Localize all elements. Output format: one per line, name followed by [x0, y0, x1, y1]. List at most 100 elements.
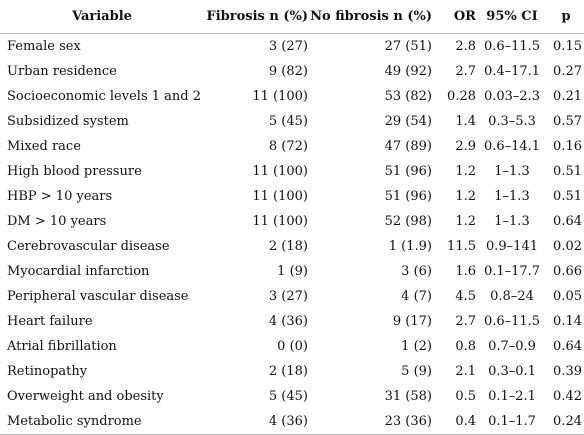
cell-p: 0.51: [553, 164, 582, 179]
table-row: Myocardial infarction 1 (9) 3 (6) 1.6 0.1–17…: [0, 259, 584, 284]
cell-ci: 0.9–141: [486, 239, 538, 254]
cell-fibrosis: 5 (45): [268, 389, 308, 404]
cell-or: 0.4: [455, 414, 476, 429]
cell-ci: 0.7–0.9: [488, 339, 536, 354]
cell-no-fibrosis: 4 (7): [401, 289, 432, 304]
cell-no-fibrosis: 53 (82): [384, 89, 432, 104]
cell-variable: Myocardial infarction: [7, 264, 150, 279]
cell-ci: 0.1–2.1: [488, 389, 536, 404]
table-header: Variable Fibrosis n (%) No fibrosis n (%…: [0, 0, 584, 34]
cell-fibrosis: 2 (18): [268, 364, 308, 379]
table-row: Metabolic syndrome 4 (36) 23 (36) 0.4 0.1–1.…: [0, 409, 584, 435]
table-row: Atrial fibrillation 0 (0) 1 (2) 0.8 0.7–0.9 0…: [0, 334, 584, 359]
cell-variable: Heart failure: [7, 314, 93, 329]
table-row: Retinopathy 2 (18) 5 (9) 2.1 0.3–0.1 0.39: [0, 359, 584, 384]
cell-ci: 0.6–14.1: [483, 139, 541, 154]
cell-variable: Cerebrovascular disease: [7, 239, 170, 254]
cell-ci: 0.3–5.3: [488, 114, 536, 129]
cell-fibrosis: 4 (36): [268, 414, 308, 429]
cell-p: 0.14: [553, 314, 582, 329]
cell-p: 0.64: [553, 214, 582, 229]
cell-no-fibrosis: 3 (6): [401, 264, 432, 279]
cell-or: 1.2: [455, 164, 476, 179]
cell-fibrosis: 3 (27): [268, 39, 308, 54]
cell-no-fibrosis: 27 (51): [384, 39, 432, 54]
table-row: Mixed race 8 (72) 47 (89) 2.9 0.6–14.1 0.16: [0, 134, 584, 159]
cell-or: 0.28: [447, 89, 476, 104]
cell-p: 0.02: [553, 239, 582, 254]
table-row: Peripheral vascular disease 3 (27) 4 (7) 4.…: [0, 284, 584, 309]
cell-fibrosis: 2 (18): [268, 239, 308, 254]
table-row: HBP > 10 years 11 (100) 51 (96) 1.2 1–1.3 0.5…: [0, 184, 584, 209]
cell-no-fibrosis: 49 (92): [384, 64, 432, 79]
table-row: Subsidized system 5 (45) 29 (54) 1.4 0.3–5.3…: [0, 109, 584, 134]
header-row: Variable Fibrosis n (%) No fibrosis n (%…: [0, 0, 584, 34]
cell-or: 4.5: [455, 289, 476, 304]
cell-p: 0.51: [553, 189, 582, 204]
cell-or: 1.2: [455, 189, 476, 204]
cell-variable: Atrial fibrillation: [7, 339, 117, 354]
cell-p: 0.21: [553, 89, 582, 104]
header-fibrosis: Fibrosis n (%): [206, 9, 308, 24]
table-body: Female sex 3 (27) 27 (51) 2.8 0.6–11.5 0.15 Ur…: [0, 34, 584, 435]
header-ci: 95% CI: [486, 9, 538, 24]
cell-variable: Subsidized system: [7, 114, 129, 129]
cell-or: 1.2: [455, 214, 476, 229]
cell-fibrosis: 1 (9): [277, 264, 308, 279]
cell-p: 0.64: [553, 339, 582, 354]
cell-fibrosis: 0 (0): [277, 339, 308, 354]
cell-ci: 1–1.3: [494, 189, 530, 204]
cell-variable: Retinopathy: [7, 364, 88, 379]
cell-p: 0.24: [553, 414, 582, 429]
cell-no-fibrosis: 5 (9): [401, 364, 432, 379]
cell-variable: Socioeconomic levels 1 and 2: [7, 89, 201, 104]
cell-ci: 0.1–1.7: [488, 414, 536, 429]
cell-ci: 0.8–24: [490, 289, 534, 304]
cell-variable: HBP > 10 years: [7, 189, 113, 204]
table-row: High blood pressure 11 (100) 51 (96) 1.2 1–1…: [0, 159, 584, 184]
table-row: Overweight and obesity 5 (45) 31 (58) 0.5 0.…: [0, 384, 584, 409]
table-row: Socioeconomic levels 1 and 2 11 (100) 53 (…: [0, 84, 584, 109]
cell-or: 2.7: [455, 314, 476, 329]
cell-or: 2.1: [455, 364, 476, 379]
cell-no-fibrosis: 9 (17): [392, 314, 432, 329]
cell-or: 1.4: [455, 114, 476, 129]
cell-ci: 0.6–11.5: [483, 314, 541, 329]
header-or: OR: [453, 9, 476, 24]
header-no-fibrosis: No fibrosis n (%): [310, 9, 432, 24]
cell-ci: 0.3–0.1: [488, 364, 536, 379]
cell-ci: 1–1.3: [494, 164, 530, 179]
cell-no-fibrosis: 51 (96): [384, 164, 432, 179]
cell-ci: 0.03–2.3: [483, 89, 541, 104]
cell-p: 0.39: [553, 364, 582, 379]
cell-variable: Mixed race: [7, 139, 81, 154]
cell-fibrosis: 5 (45): [268, 114, 308, 129]
cell-variable: Urban residence: [7, 64, 117, 79]
header-p: p: [561, 9, 571, 24]
cell-or: 2.7: [455, 64, 476, 79]
cell-variable: High blood pressure: [7, 164, 142, 179]
cell-no-fibrosis: 31 (58): [384, 389, 432, 404]
cell-fibrosis: 9 (82): [268, 64, 308, 79]
cell-variable: Metabolic syndrome: [7, 414, 142, 429]
cell-no-fibrosis: 1 (2): [401, 339, 432, 354]
cell-or: 11.5: [447, 239, 476, 254]
cell-no-fibrosis: 51 (96): [384, 189, 432, 204]
cell-p: 0.05: [553, 289, 582, 304]
cell-fibrosis: 11 (100): [252, 89, 308, 104]
cell-ci: 0.4–17.1: [483, 64, 541, 79]
cell-variable: Overweight and obesity: [7, 389, 164, 404]
cell-p: 0.27: [553, 64, 582, 79]
cell-fibrosis: 8 (72): [268, 139, 308, 154]
table-row: Cerebrovascular disease 2 (18) 1 (1.9) 11.5…: [0, 234, 584, 259]
cell-fibrosis: 11 (100): [252, 164, 308, 179]
cell-fibrosis: 11 (100): [252, 214, 308, 229]
table-row: Heart failure 4 (36) 9 (17) 2.7 0.6–11.5 0.14: [0, 309, 584, 334]
cell-ci: 0.1–17.7: [483, 264, 541, 279]
cell-variable: Peripheral vascular disease: [7, 289, 189, 304]
cell-no-fibrosis: 29 (54): [384, 114, 432, 129]
table-row: DM > 10 years 11 (100) 52 (98) 1.2 1–1.3 0.64: [0, 209, 584, 234]
cell-ci: 0.6–11.5: [483, 39, 541, 54]
